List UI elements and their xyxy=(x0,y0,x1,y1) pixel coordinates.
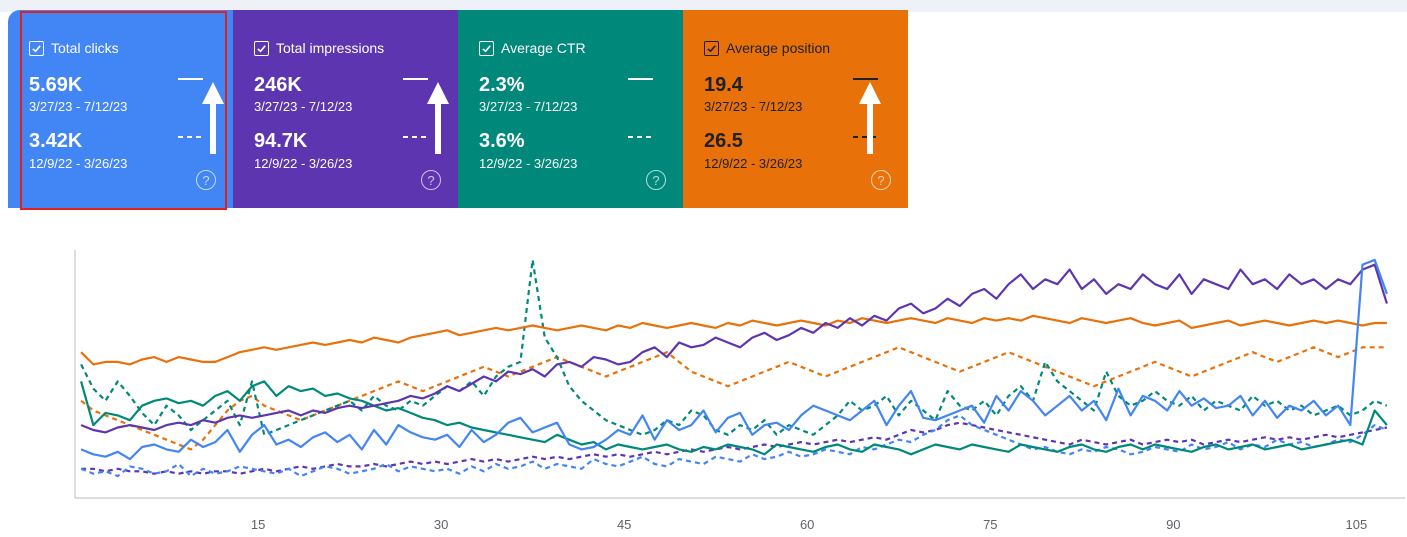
arrow-up-annotation-icon xyxy=(202,82,224,154)
metric-value-previous: 3.6% xyxy=(479,130,525,152)
metric-range-current: 3/27/23 - 7/12/23 xyxy=(29,99,128,114)
metric-card-total-clicks[interactable]: Total clicks 5.69K 3/27/23 - 7/12/23 3.4… xyxy=(8,10,233,208)
legend-solid-line-icon xyxy=(403,78,428,80)
help-icon[interactable]: ? xyxy=(196,170,216,190)
legend-solid-line-icon xyxy=(178,78,203,80)
metric-label-text: Total impressions xyxy=(276,40,385,56)
help-icon[interactable]: ? xyxy=(646,170,666,190)
series-line-average-ctr-current xyxy=(80,380,1388,456)
page-header-band xyxy=(0,0,1407,12)
metric-value-current: 246K xyxy=(254,74,302,96)
x-tick-label: 45 xyxy=(617,517,631,532)
arrow-up-annotation-icon xyxy=(859,82,881,154)
metric-range-previous: 12/9/22 - 3/26/23 xyxy=(704,156,803,171)
checkbox-checked-icon[interactable] xyxy=(479,40,494,56)
checkbox-checked-icon[interactable] xyxy=(29,40,44,56)
legend-solid-line-icon xyxy=(853,78,878,80)
metric-card-average-ctr[interactable]: Average CTR 2.3% 3/27/23 - 7/12/23 3.6% … xyxy=(458,10,683,208)
metric-card-label[interactable]: Total impressions xyxy=(254,40,384,56)
x-tick-label: 30 xyxy=(434,517,448,532)
legend-dashed-line-icon xyxy=(853,136,878,138)
help-icon[interactable]: ? xyxy=(421,170,441,190)
metric-range-previous: 12/9/22 - 3/26/23 xyxy=(479,156,578,171)
series-line-average-position-current xyxy=(80,314,1387,366)
series-line-total-clicks-current xyxy=(80,258,1388,461)
x-tick-label: 60 xyxy=(800,517,814,532)
metric-label-text: Average CTR xyxy=(501,40,586,56)
metric-label-text: Average position xyxy=(726,40,831,56)
metric-value-previous: 26.5 xyxy=(704,130,743,152)
series-line-average-position-previous xyxy=(80,346,1387,451)
metric-value-previous: 3.42K xyxy=(29,130,83,152)
metric-value-current: 5.69K xyxy=(29,74,83,96)
metric-value-current: 19.4 xyxy=(704,74,743,96)
x-tick-label: 90 xyxy=(1166,517,1180,532)
series-line-total-impressions-previous xyxy=(81,421,1388,475)
help-icon[interactable]: ? xyxy=(871,170,891,190)
series-line-total-impressions-current xyxy=(80,263,1388,434)
x-tick-label: 105 xyxy=(1346,517,1368,532)
metric-card-label[interactable]: Total clicks xyxy=(29,40,119,56)
metric-range-current: 3/27/23 - 7/12/23 xyxy=(254,99,353,114)
metric-label-text: Total clicks xyxy=(51,40,119,56)
metric-value-current: 2.3% xyxy=(479,74,525,96)
x-tick-label: 15 xyxy=(251,517,265,532)
x-tick-label: 75 xyxy=(983,517,997,532)
legend-dashed-line-icon xyxy=(403,136,428,138)
chart-axis xyxy=(74,250,1405,499)
legend-dashed-line-icon xyxy=(628,136,653,138)
metric-card-label[interactable]: Average CTR xyxy=(479,40,586,56)
metric-value-previous: 94.7K xyxy=(254,130,308,152)
legend-solid-line-icon xyxy=(628,78,653,80)
metric-range-previous: 12/9/22 - 3/26/23 xyxy=(254,156,353,171)
arrow-up-annotation-icon xyxy=(427,82,449,154)
series-line-average-ctr-previous xyxy=(80,258,1388,436)
metric-range-current: 3/27/23 - 7/12/23 xyxy=(704,99,803,114)
metric-card-total-impressions[interactable]: Total impressions 246K 3/27/23 - 7/12/23… xyxy=(233,10,458,208)
metric-card-label[interactable]: Average position xyxy=(704,40,830,56)
legend-dashed-line-icon xyxy=(178,136,203,138)
metric-range-previous: 12/9/22 - 3/26/23 xyxy=(29,156,128,171)
metric-range-current: 3/27/23 - 7/12/23 xyxy=(479,99,578,114)
checkbox-checked-icon[interactable] xyxy=(704,40,719,56)
checkbox-checked-icon[interactable] xyxy=(254,40,269,56)
